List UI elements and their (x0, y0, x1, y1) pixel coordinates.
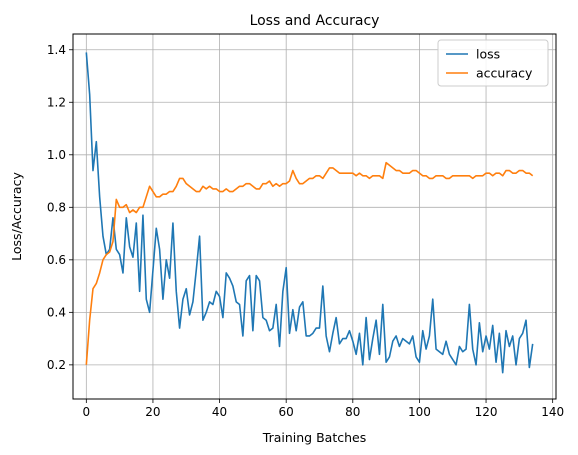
y-tick-label: 1.2 (47, 96, 66, 110)
legend-box (437, 39, 549, 87)
legend: loss accuracy (437, 39, 549, 87)
grid (73, 34, 556, 399)
series-line-accuracy (85, 161, 534, 365)
series-line-loss (85, 52, 534, 374)
x-tick-label: 120 (475, 405, 498, 419)
x-tick-label: 80 (345, 405, 360, 419)
y-tick-label: 1.4 (47, 43, 66, 57)
y-tick-label: 0.2 (47, 358, 66, 372)
y-tick-label: 0.6 (47, 253, 66, 267)
x-tick-label: 0 (83, 405, 91, 419)
x-tick-label: 40 (212, 405, 227, 419)
y-tick-label: 0.4 (47, 306, 66, 320)
x-tick-label: 100 (408, 405, 431, 419)
series-lines (85, 52, 534, 374)
x-tick-label: 20 (145, 405, 160, 419)
legend-label-loss: loss (476, 47, 500, 62)
y-axis-label: Loss/Accuracy (9, 172, 24, 261)
legend-label-accuracy: accuracy (476, 66, 533, 81)
chart-title: Loss and Accuracy (250, 13, 380, 29)
plot-frame (72, 33, 557, 400)
y-tick-label: 0.8 (47, 201, 66, 215)
axis-ticks: 0 20 40 60 80 100 120 140 0.2 0.4 0.6 0.8 1.0 1.2 1.4 (47, 43, 564, 419)
x-tick-label: 140 (541, 405, 564, 419)
x-tick-label: 60 (279, 405, 294, 419)
x-axis-label: Training Batches (262, 430, 366, 445)
y-tick-label: 1.0 (47, 148, 66, 162)
